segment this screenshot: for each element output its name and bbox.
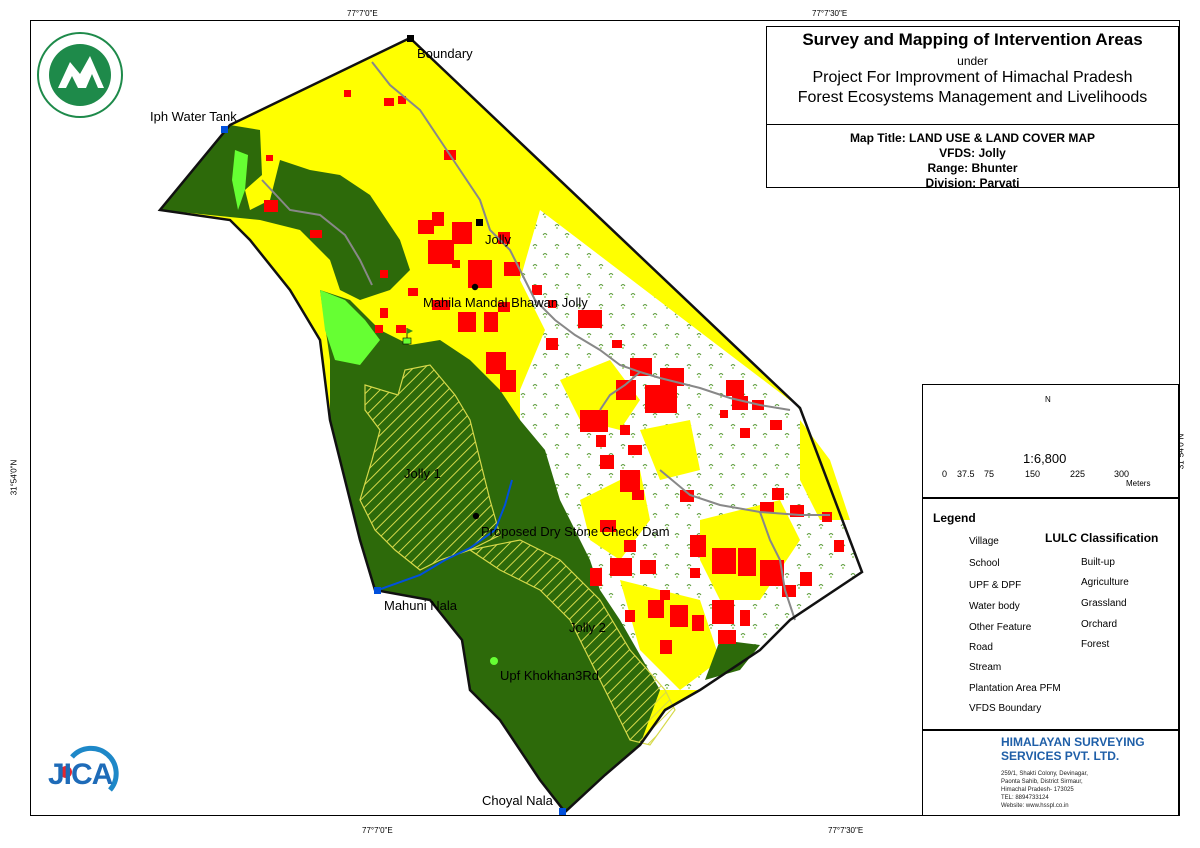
label-check-dam: Proposed Dry Stone Check Dam [481,524,670,539]
lulc-builtup: Built-up [1081,557,1115,568]
title-divider [767,124,1178,125]
jica-logo [60,745,119,792]
legend-village: Village [969,536,999,547]
village-boundary-marker [407,35,414,42]
choyal-nala-marker [559,808,566,815]
label-mahuni-nala: Mahuni Nala [384,598,457,613]
builtup-patches [264,90,844,654]
company-phone: TEL: 8894733124 [1001,795,1049,801]
lulc-forest: Forest [1081,639,1110,650]
coord-top-2: 77°7'30"E [812,9,848,18]
scale-tick: 75 [984,469,995,479]
check-dam-marker [472,512,480,520]
label-boundary: Boundary [417,46,473,61]
stream [377,479,513,591]
label-iph-water-tank: Iph Water Tank [150,109,237,124]
grassland-2 [232,150,248,210]
company-address-line: 259/1, Shakti Colony, Devinagar, [1001,771,1088,777]
company-address-line: Paonta Sahib, District Sirmaur, [1001,779,1083,785]
forest-department-logo [37,32,123,118]
legend-other-feature: Other Feature [969,622,1032,633]
roads [261,61,830,621]
label-choyal-nala: Choyal Nala [482,793,553,808]
legend-title: Legend [933,511,976,525]
upf-marker [490,657,498,665]
legend-school: School [969,558,1000,569]
legend-vfds-boundary: VFDS Boundary [969,703,1042,714]
scale-tick: 300 [1114,469,1130,479]
grassland-1 [320,290,380,365]
coord-bottom-1: 77°7'0"E [362,826,393,835]
scale-tick: 150 [1025,469,1041,479]
scale-tick: 0 [942,469,948,479]
map-title-under: under [957,54,988,68]
forest-area [160,125,410,300]
map-frame [30,20,1180,816]
lulc-orchard: Orchard [1081,619,1118,630]
jica-logo-text: JICA [48,758,113,791]
legend-box: Legend LULC Classification Village Schoo… [922,498,1179,730]
coord-top-1: 77°7'0"E [347,9,378,18]
scale-tick: 37.5 [957,469,975,479]
village-jolly-marker [476,219,483,226]
project-title-line2: Forest Ecosystems Management and Livelih… [797,89,1148,106]
legend-stream: Stream [969,662,1002,673]
label-upf: Upf Khokhan3Rd [500,668,600,683]
scale-box: N 1:6,800 0 37.5 75 150 225 300 Meters [922,384,1179,498]
lulc-grassland: Grassland [1081,598,1127,609]
school-icon [402,328,413,345]
mahuni-nala-marker [374,587,381,594]
company-name: HIMALAYAN SURVEYING SERVICES PVT. LTD. [1001,735,1176,763]
legend-road: Road [969,642,993,653]
company-address-line: Himachal Pradesh- 173025 [1001,787,1074,793]
lulc-agriculture: Agriculture [1081,577,1129,588]
division-line: Division: Parvati [925,176,1020,190]
legend-water-body: Water body [969,601,1020,612]
legend-upf-dpf: UPF & DPF [969,580,1022,591]
water-tank-marker [221,126,228,133]
coord-bottom-2: 77°7'30"E [828,826,864,835]
scale-units: Meters [1126,479,1151,488]
plantation-jolly2 [468,539,676,746]
scale-ratio: 1:6,800 [1023,451,1067,466]
north-label: N [1045,395,1051,404]
map-title-line: Map Title: LAND USE & LAND COVER MAP [849,131,1096,145]
scale-tick: 225 [1070,469,1086,479]
company-box: HIMALAYAN SURVEYING SERVICES PVT. LTD. 2… [922,730,1179,816]
map-main-title: Survey and Mapping of Intervention Areas [802,30,1143,49]
label-jolly2: Jolly 2 [569,620,606,635]
label-jolly1: Jolly 1 [404,466,441,481]
label-jolly: Jolly [485,232,512,247]
vfds-line: VFDS: Jolly [939,146,1006,160]
range-line: Range: Bhunter [927,161,1018,175]
project-title-line1: Project For Improvment of Himachal Prade… [812,69,1133,86]
company-name-line1: HIMALAYAN SURVEYING [1001,735,1145,749]
lulc-title: LULC Classification [1045,531,1159,545]
legend-plantation: Plantation Area PFM [969,683,1061,694]
company-website: Website: www.hsspl.co.in [1001,803,1069,809]
title-box: Survey and Mapping of Intervention Areas… [766,26,1179,191]
map-info: Map Title: LAND USE & LAND COVER MAP VFD… [767,131,1178,191]
company-name-line2: SERVICES PVT. LTD. [1001,749,1120,763]
mahila-mandal-marker [471,283,479,291]
vfds-boundary [157,36,864,814]
label-mahila-mandal: Mahila Mandal Bhawan Jolly [423,295,588,310]
